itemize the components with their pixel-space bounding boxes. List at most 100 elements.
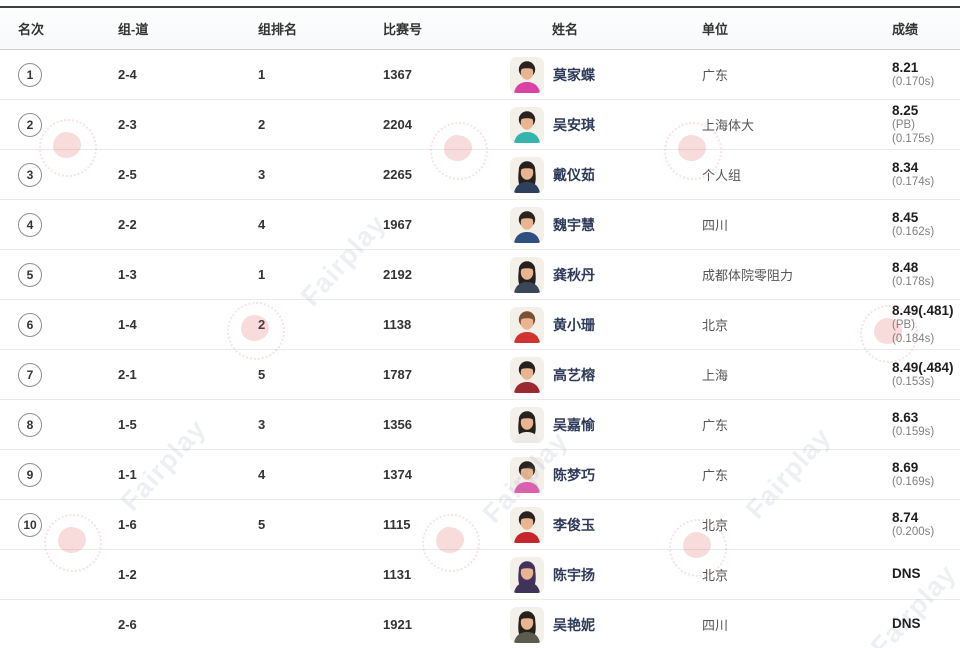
rank-cell: 4	[18, 212, 118, 237]
group-lane-value: 2-5	[118, 167, 137, 182]
column-header-unit: 单位	[702, 22, 729, 37]
athlete-avatar[interactable]	[510, 206, 544, 243]
column-header-result: 成绩	[892, 22, 919, 37]
athlete-name[interactable]: 吴嘉愉	[553, 416, 595, 433]
team-name: 广东	[702, 418, 729, 433]
group-lane-value: 2-2	[118, 217, 137, 232]
result-note: (0.184s)	[892, 332, 935, 345]
athlete-name[interactable]: 吴安琪	[553, 116, 595, 133]
athlete-cell: 黄小珊	[510, 306, 702, 343]
rank-badge: 2	[18, 112, 42, 137]
athlete-cell: 魏宇慧	[510, 206, 702, 243]
athlete-cell: 陈梦巧	[510, 456, 702, 493]
athlete-cell: 吴嘉愉	[510, 406, 702, 443]
athlete-name[interactable]: 李俊玉	[553, 516, 595, 533]
athlete-name[interactable]: 莫家蝶	[553, 66, 595, 83]
table-row: 4 2-2 4 1967 魏宇慧 四川 8.45 (0.162s)	[0, 200, 960, 250]
bib-number: 1138	[383, 317, 412, 332]
athlete-avatar[interactable]	[510, 356, 544, 393]
result-note: (0.200s)	[892, 525, 935, 538]
athlete-name[interactable]: 戴仪茹	[553, 166, 595, 183]
result-note: (0.170s)	[892, 75, 935, 88]
athlete-avatar[interactable]	[510, 606, 544, 643]
rank-badge: 1	[18, 62, 42, 87]
rank-value: 4	[26, 217, 34, 232]
result-note: (PB)	[892, 318, 915, 331]
athlete-name[interactable]: 龚秋丹	[553, 266, 595, 283]
rank-badge: 8	[18, 412, 42, 437]
athlete-avatar[interactable]	[510, 306, 544, 343]
bib-number: 1356	[383, 417, 412, 432]
athlete-cell: 吴艳妮	[510, 606, 702, 643]
athlete-cell: 高艺榕	[510, 356, 702, 393]
athlete-name[interactable]: 陈宇扬	[553, 566, 595, 583]
rank-value: 9	[26, 467, 34, 482]
rank-cell: 3	[18, 162, 118, 187]
athlete-avatar[interactable]	[510, 556, 544, 593]
athlete-cell: 戴仪茹	[510, 156, 702, 193]
result-time: 8.48	[892, 259, 919, 275]
result-cell: 8.25 (PB) (0.175s)	[892, 103, 960, 147]
group-lane-value: 1-2	[118, 567, 137, 582]
bib-number: 1921	[383, 617, 412, 632]
rank-badge: 3	[18, 162, 42, 187]
result-time: 8.69	[892, 459, 919, 475]
athlete-name[interactable]: 黄小珊	[553, 316, 595, 333]
result-time: 8.34	[892, 159, 919, 175]
athlete-cell: 陈宇扬	[510, 556, 702, 593]
rank-value: 5	[26, 267, 34, 282]
group-lane-value: 2-3	[118, 117, 137, 132]
athlete-name[interactable]: 魏宇慧	[553, 216, 595, 233]
team-name: 个人组	[702, 168, 742, 183]
rank-value: 3	[26, 167, 34, 182]
athlete-avatar[interactable]	[510, 156, 544, 193]
athlete-avatar[interactable]	[510, 456, 544, 493]
rank-badge: 10	[18, 512, 42, 537]
group-rank-value: 5	[258, 517, 266, 532]
table-row: 10 1-6 5 1115 李俊玉 北京 8.74 (0.200s)	[0, 500, 960, 550]
team-name: 四川	[702, 618, 729, 633]
athlete-avatar[interactable]	[510, 256, 544, 293]
result-time: 8.49(.484)	[892, 359, 954, 375]
rank-cell: 8	[18, 412, 118, 437]
result-note: (0.174s)	[892, 175, 935, 188]
rank-badge: 7	[18, 362, 42, 387]
athlete-avatar[interactable]	[510, 506, 544, 543]
team-name: 上海	[702, 368, 729, 383]
rank-cell: 9	[18, 462, 118, 487]
rank-value: 10	[23, 517, 37, 532]
bib-number: 1367	[383, 67, 412, 82]
table-header: 名次 组-道 组排名 比赛号 姓名 单位 成绩	[0, 8, 960, 50]
rank-cell: 1	[18, 62, 118, 87]
result-time: 8.63	[892, 409, 919, 425]
bib-number: 1115	[383, 517, 411, 532]
result-cell: 8.49(.484) (0.153s)	[892, 360, 960, 390]
rank-value: 7	[26, 367, 34, 382]
athlete-cell: 莫家蝶	[510, 56, 702, 93]
team-name: 成都体院零阻力	[702, 268, 794, 283]
group-rank-value: 3	[258, 417, 266, 432]
rank-cell: 7	[18, 362, 118, 387]
bib-number: 1131	[383, 567, 412, 582]
group-lane-value: 1-5	[118, 417, 137, 432]
athlete-cell: 龚秋丹	[510, 256, 702, 293]
group-lane-value: 2-1	[118, 367, 137, 382]
group-rank-value: 4	[258, 217, 266, 232]
group-rank-value: 1	[258, 67, 266, 82]
bib-number: 1967	[383, 217, 412, 232]
group-lane-value: 2-6	[118, 617, 137, 632]
table-row: 3 2-5 3 2265 戴仪茹 个人组 8.34 (0.174s)	[0, 150, 960, 200]
result-cell: 8.63 (0.159s)	[892, 410, 960, 440]
athlete-avatar[interactable]	[510, 406, 544, 443]
athlete-avatar[interactable]	[510, 106, 544, 143]
result-time: 8.21	[892, 59, 919, 75]
athlete-name[interactable]: 陈梦巧	[553, 466, 595, 483]
group-rank-value: 2	[258, 117, 266, 132]
athlete-avatar[interactable]	[510, 56, 544, 93]
result-cell: 8.48 (0.178s)	[892, 260, 960, 290]
team-name: 北京	[702, 318, 729, 333]
result-cell: 8.21 (0.170s)	[892, 60, 960, 90]
athlete-name[interactable]: 吴艳妮	[553, 616, 595, 633]
athlete-name[interactable]: 高艺榕	[553, 366, 595, 383]
